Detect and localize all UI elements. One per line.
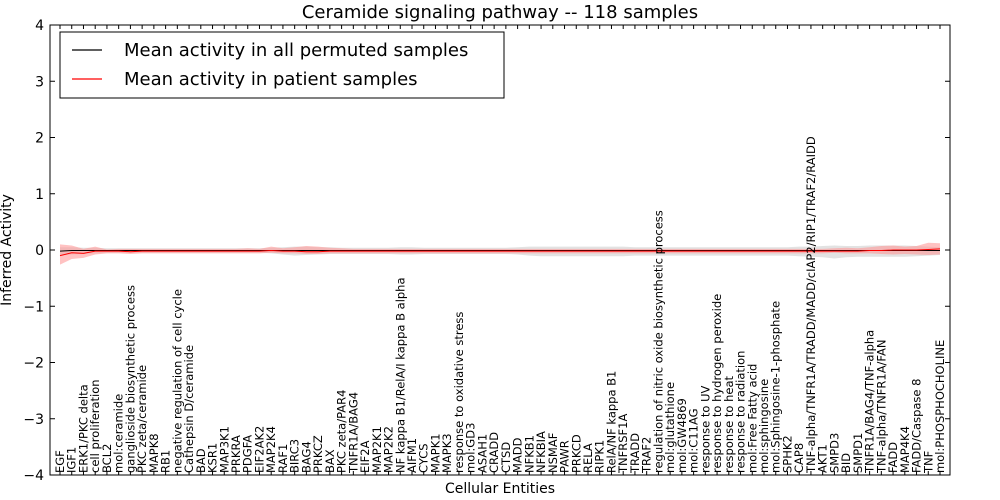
y-tick-label: 4	[35, 18, 44, 34]
x-tick-label: cell proliferation	[88, 379, 102, 473]
x-axis-label: Cellular Entities	[445, 481, 555, 497]
x-tick-label: TNF-alpha/TNFR1A/FAN	[874, 340, 888, 474]
x-tick-label: PRKCZ	[311, 435, 325, 473]
x-tick-label: response to hydrogen peroxide	[710, 294, 724, 473]
y-tick-label: 3	[35, 74, 44, 90]
y-tick-label: 0	[35, 243, 44, 259]
x-tick-label: MAPK3	[440, 433, 454, 473]
x-tick-label: mol:sphingosine	[757, 379, 771, 473]
x-tick-label: response to UV	[698, 385, 712, 473]
x-tick-label: MAP2K4	[264, 426, 278, 473]
x-tick-label: mol:PHOSPHOCHOLINE	[933, 340, 947, 473]
y-tick-label: −4	[23, 468, 44, 484]
x-tick-label: ERK1/PKC delta	[76, 384, 90, 473]
x-tick-label: BAX	[323, 449, 337, 473]
x-tick-label: response to heat	[722, 376, 736, 473]
x-tick-label: Cathepsin D/ceramide	[182, 345, 196, 473]
x-tick-label: MAPK1	[428, 433, 442, 473]
x-tick-label: PRKRA	[229, 435, 243, 473]
x-tick-label: PKC zeta/PAR4	[335, 390, 349, 473]
x-tick-label: RELA	[581, 443, 595, 473]
x-tick-label: CAP8	[792, 443, 806, 473]
legend-label-patient: Mean activity in patient samples	[124, 69, 418, 90]
patient-mean-line	[59, 248, 941, 257]
x-tick-label: RAF1	[276, 444, 290, 473]
x-tick-label: NF kappa B1/RelA/I kappa B alpha	[393, 277, 407, 473]
x-tick-label: MAP2K2	[382, 426, 396, 473]
patient-band	[60, 242, 940, 265]
x-tick-label: response to oxidative stress	[452, 312, 466, 473]
x-tick-label: RB1	[159, 450, 173, 473]
x-tick-label: MAP3K1	[217, 426, 231, 473]
x-tick-label: EIF2A	[358, 440, 372, 473]
y-tick-label: 1	[35, 187, 44, 203]
x-tick-label: CYCS	[417, 443, 431, 473]
x-tick-label: TRAF2	[640, 437, 654, 474]
x-tick-label: mol:ceramide	[112, 394, 126, 473]
x-tick-label: NFKBIA	[534, 431, 548, 473]
x-tick-label: SMPD1	[851, 433, 865, 473]
x-tick-label: PKC zeta/ceramide	[135, 365, 149, 473]
x-tick-label: SPHK2	[780, 435, 794, 473]
y-axis: −4 −3 −2 −1 0 1 2 3 4	[23, 18, 950, 484]
x-tick-label: mol:C11AG	[687, 408, 701, 473]
x-tick-label: BAD	[194, 448, 208, 473]
x-tick-label: EGF	[53, 450, 67, 473]
x-tick-label: CTSD	[499, 442, 513, 473]
legend-box	[59, 31, 505, 99]
x-tick-label: BID	[839, 453, 853, 473]
y-tick-label: −1	[23, 299, 44, 315]
x-tick-label: IGF1	[65, 447, 79, 473]
x-tick-label: response to radiation	[734, 351, 748, 473]
x-tick-label: PDGFA	[241, 435, 255, 473]
x-tick-label: TNF	[921, 451, 935, 474]
x-tick-label: BCL2	[100, 444, 114, 473]
y-tick-label: −3	[23, 412, 44, 428]
x-tick-label: PAWR	[558, 440, 572, 473]
x-tick-label: RIPK1	[593, 440, 607, 473]
x-tick-label: TNFR1A/BAG4	[346, 392, 360, 474]
x-tick-label: BAG4	[299, 441, 313, 473]
legend: Mean activity in all permuted samples Me…	[59, 31, 505, 99]
x-tick-label: AKT1	[816, 444, 830, 473]
x-tick-label: mol:GW4869	[675, 398, 689, 473]
x-tick-label: mol:GD3	[464, 423, 478, 473]
x-tick-label: SMPD3	[827, 433, 841, 473]
x-tick-label: MAPK8	[147, 433, 161, 473]
x-tick-label: negative regulation of cell cycle	[170, 289, 184, 473]
x-tick-label: FADD/Caspase 8	[910, 379, 924, 473]
x-tick-label: TNFRSF1A	[616, 414, 630, 474]
x-tick-label: NSMAF	[546, 433, 560, 473]
y-axis-label: Inferred Activity	[0, 194, 15, 306]
x-tick-label: AIFM1	[405, 438, 419, 473]
x-tick-label: EIF2AK2	[252, 426, 266, 473]
x-tick-label: TNFR1A/BAG4/TNF-alpha	[863, 330, 877, 474]
x-tick-label: TRADD	[628, 433, 642, 474]
x-tick-label: mol:glutathione	[663, 382, 677, 473]
x-tick-label: regulation of nitric oxide biosynthetic …	[651, 210, 665, 473]
x-tick-label: MAP2K1	[370, 426, 384, 473]
x-tick-label: ganglioside biosynthetic process	[123, 285, 137, 473]
x-tick-label: CRADD	[487, 432, 501, 473]
permuted-mean-line	[59, 250, 940, 252]
x-tick-label: TNF-alpha/TNFR1A/TRADD/MADD/cIAP2/RIP1/T…	[804, 136, 818, 474]
y-tick-label: 2	[35, 131, 44, 147]
x-tick-label: BIRC3	[288, 439, 302, 473]
legend-label-permuted: Mean activity in all permuted samples	[124, 40, 468, 61]
x-tick-label: RelA/NF kappa B1	[604, 371, 618, 473]
chart-title: Ceramide signaling pathway -- 118 sample…	[302, 2, 698, 23]
x-tick-label: NFKB1	[522, 435, 536, 473]
x-tick-label: FADD	[886, 442, 900, 473]
x-tick-label: MADD	[511, 437, 525, 473]
x-tick-label: ASAH1	[475, 434, 489, 473]
y-tick-label: −2	[23, 356, 44, 372]
x-tick-label: KSR1	[206, 443, 220, 473]
x-tick-label: PRKCD	[569, 434, 583, 473]
x-tick-label: mol:Free Fatty acid	[745, 364, 759, 473]
x-tick-label: MAP4K4	[898, 426, 912, 473]
x-tick-label: mol:Sphingosine-1-phosphate	[769, 301, 783, 473]
